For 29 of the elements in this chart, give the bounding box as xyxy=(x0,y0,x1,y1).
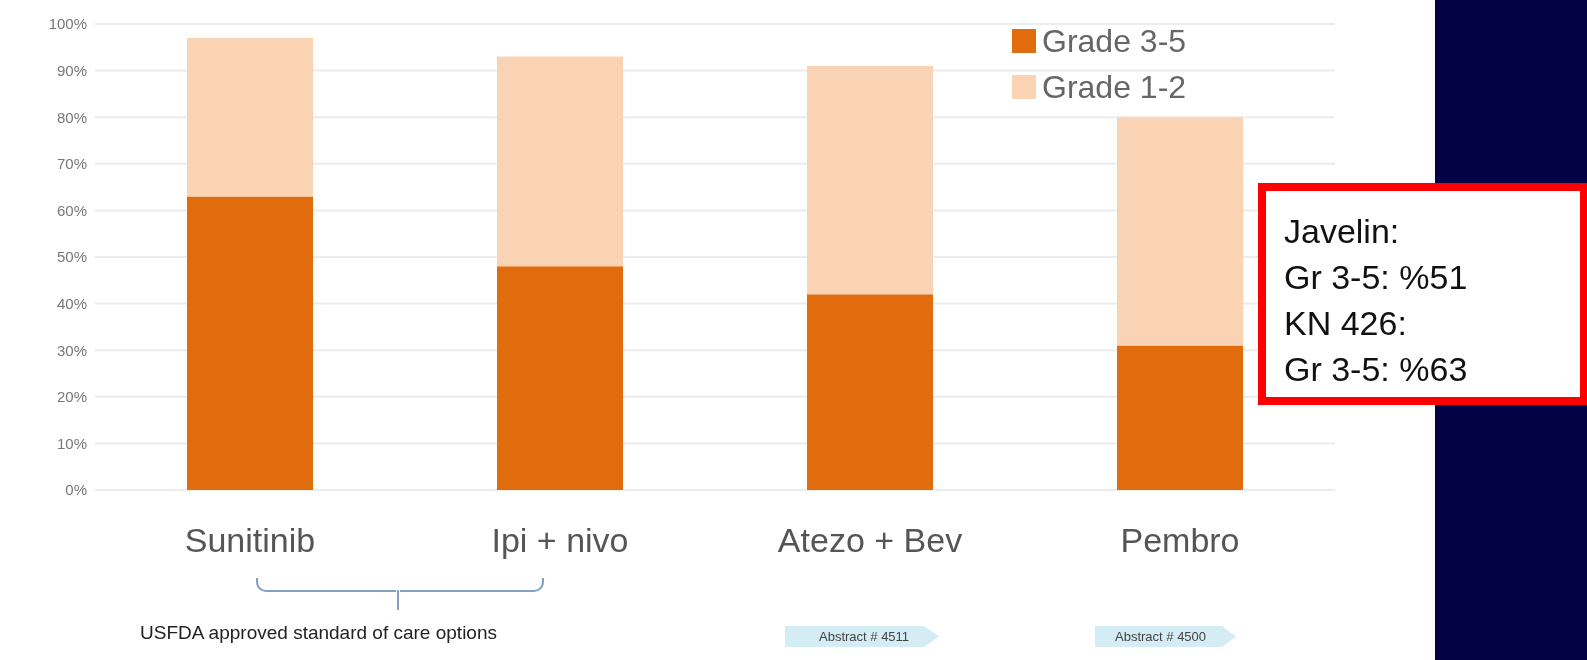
y-tick-label: 60% xyxy=(56,201,87,219)
y-tick-label: 30% xyxy=(56,341,87,359)
y-tick-label: 100% xyxy=(48,15,87,33)
x-tick-label: Atezo + Bev xyxy=(777,521,963,560)
bar xyxy=(1117,117,1243,346)
text: Abstract # 4511 xyxy=(785,626,940,647)
bar xyxy=(497,56,623,267)
bar xyxy=(1117,345,1243,490)
y-tick-label: 50% xyxy=(56,248,87,266)
bar xyxy=(497,266,623,490)
y-tick-label: 10% xyxy=(56,434,87,452)
legend-label: Grade 3-5 xyxy=(1042,22,1187,61)
x-tick-label: Sunitinib xyxy=(184,521,316,560)
legend-label: Grade 1-2 xyxy=(1042,68,1187,107)
annotation: Javelin: Gr 3-5: %51 KN 426: Gr 3-5: %63 xyxy=(1284,211,1468,390)
text: Abstract # 4500 xyxy=(1095,626,1237,647)
bar xyxy=(807,65,933,295)
x-tick-label: Ipi + nivo xyxy=(491,521,629,560)
y-tick-label: 70% xyxy=(56,155,87,173)
y-tick-label: 80% xyxy=(56,108,87,126)
x-tick-label: Pembro xyxy=(1120,521,1240,560)
y-tick-label: 0% xyxy=(65,481,87,499)
y-tick-label: 20% xyxy=(56,388,87,406)
bar xyxy=(187,196,313,490)
text: USFDA approved standard of care options xyxy=(140,622,497,644)
bar xyxy=(187,37,313,197)
y-tick-label: 90% xyxy=(56,61,87,79)
bar xyxy=(807,294,933,490)
y-tick-label: 40% xyxy=(56,294,87,312)
